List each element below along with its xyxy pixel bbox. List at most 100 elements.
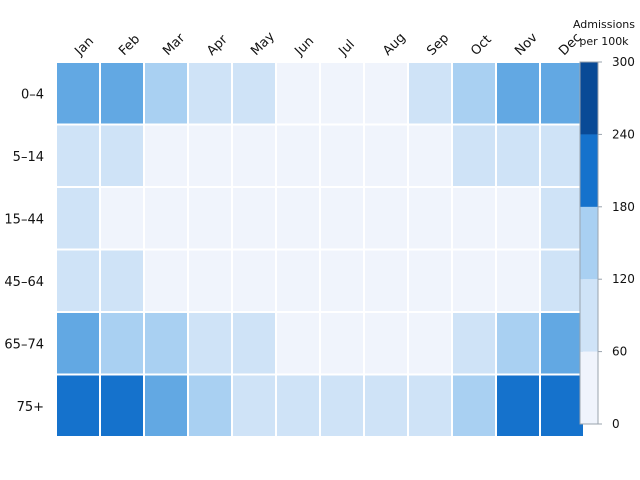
heatmap-cell: [99, 373, 145, 438]
x-tick-label: Jan: [72, 34, 97, 59]
colorbar: Admissions per 100k 0 60 120 180 240 300: [573, 18, 635, 431]
heatmap-cell: [143, 61, 189, 126]
heatmap-cell: [187, 311, 233, 376]
heatmap-cell: [99, 61, 145, 126]
heatmap-cell: [451, 248, 497, 313]
heatmap-cell: [231, 61, 277, 126]
x-tick-label: Jul: [336, 37, 358, 59]
heatmap-cell: [495, 248, 541, 313]
heatmap-cell: [55, 186, 101, 251]
heatmap-cell: [407, 123, 453, 188]
heatmap-cell: [495, 311, 541, 376]
heatmap-cell: [363, 373, 409, 438]
heatmap-cell: [363, 61, 409, 126]
heatmap-cell: [495, 61, 541, 126]
colorbar-bin: [580, 134, 598, 207]
heatmap-cell: [275, 373, 321, 438]
x-tick-label: Nov: [512, 30, 541, 59]
x-tick-label: Apr: [204, 32, 231, 59]
heatmap-cell: [407, 311, 453, 376]
heatmap-cell: [99, 186, 145, 251]
heatmap-cell: [539, 311, 585, 376]
heatmap-cell: [275, 311, 321, 376]
heatmap-cell: [451, 61, 497, 126]
heatmap-cell: [319, 248, 365, 313]
heatmap-cell: [363, 311, 409, 376]
heatmap-cell: [451, 186, 497, 251]
heatmap-cell: [363, 123, 409, 188]
heatmap-cell: [187, 123, 233, 188]
heatmap-cell: [451, 123, 497, 188]
heatmap-cell: [407, 61, 453, 126]
heatmap-cell: [539, 123, 585, 188]
heatmap-cell: [275, 123, 321, 188]
heatmap-cell: [451, 373, 497, 438]
heatmap-cell: [55, 373, 101, 438]
heatmap-cell: [231, 248, 277, 313]
x-axis-month-labels: Jan Feb Mar Apr May Jun Jul Aug Sep Oct Nov Dec: [72, 29, 585, 60]
colorbar-bin: [580, 279, 598, 352]
colorbar-bins: [580, 62, 598, 424]
heatmap-cell: [143, 123, 189, 188]
heatmap-cell: [319, 186, 365, 251]
y-tick-label: 65–74: [4, 337, 44, 352]
y-tick-label: 15–44: [4, 212, 44, 227]
x-tick-label: May: [248, 29, 278, 59]
heatmap-cell: [143, 186, 189, 251]
x-tick-label: Feb: [116, 32, 143, 59]
heatmap-cell: [231, 123, 277, 188]
heatmap-cell: [99, 311, 145, 376]
x-tick-label: Mar: [160, 30, 188, 58]
colorbar-title-line-2: per 100k: [579, 35, 629, 48]
y-tick-label: 45–64: [4, 275, 44, 290]
heatmap-cell: [363, 186, 409, 251]
heatmap-cell: [319, 123, 365, 188]
heatmap-cell: [187, 186, 233, 251]
heatmap-cell: [275, 61, 321, 126]
heatmap-cell: [319, 373, 365, 438]
colorbar-tick-label: 0: [612, 417, 620, 431]
heatmap-cell: [55, 61, 101, 126]
heatmap-cell: [495, 123, 541, 188]
heatmap-cell: [187, 248, 233, 313]
heatmap-cell: [231, 311, 277, 376]
x-tick-label: Jun: [292, 34, 318, 60]
heatmap-cell: [275, 248, 321, 313]
colorbar-tick-label: 60: [612, 345, 627, 359]
colorbar-tick-label: 120: [612, 272, 635, 286]
heatmap-cell: [99, 123, 145, 188]
heatmap-cell: [55, 123, 101, 188]
heatmap-cell: [495, 373, 541, 438]
heatmap-cell: [451, 311, 497, 376]
colorbar-tick-label: 180: [612, 200, 635, 214]
colorbar-bin: [580, 206, 598, 280]
heatmap-cell: [55, 248, 101, 313]
heatmap-cell: [407, 373, 453, 438]
heatmap-cell: [99, 248, 145, 313]
colorbar-tick-label: 240: [612, 127, 635, 141]
heatmap-cell: [231, 373, 277, 438]
heatmap-cell: [143, 311, 189, 376]
heatmap-cell: [539, 61, 585, 126]
colorbar-title-line-1: Admissions: [573, 18, 635, 31]
colorbar-tick-label: 300: [612, 55, 635, 69]
heatmap-cell: [539, 186, 585, 251]
colorbar-bin: [580, 351, 598, 424]
x-tick-label: Oct: [468, 32, 495, 59]
heatmap-cell: [407, 186, 453, 251]
heatmap-cell: [539, 248, 585, 313]
y-tick-label: 5–14: [13, 150, 44, 165]
y-tick-label: 75+: [17, 400, 44, 415]
heatmap-cell: [231, 186, 277, 251]
heatmap-cell: [495, 186, 541, 251]
x-tick-label: Aug: [380, 30, 409, 59]
heatmap-cell: [187, 373, 233, 438]
heatmap-cells: [55, 61, 585, 438]
heatmap-cell: [319, 61, 365, 126]
heatmap-cell: [275, 186, 321, 251]
heatmap-cell: [539, 373, 585, 438]
colorbar-ticks: 0 60 120 180 240 300: [598, 55, 635, 431]
colorbar-frame: [579, 61, 599, 425]
y-axis-age-group-labels: 0–4 5–14 15–44 45–64 65–74 75+: [4, 87, 44, 415]
